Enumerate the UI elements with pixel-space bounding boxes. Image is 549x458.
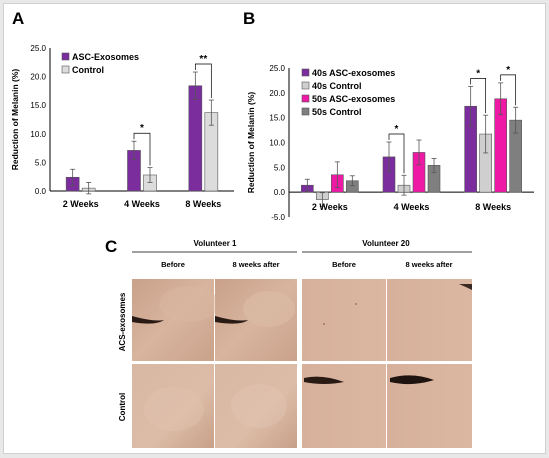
y-tick-label: 25.0 (30, 44, 46, 53)
legend-swatch (301, 81, 310, 90)
chart-a: Reduction of Melanin (%) 0.0 5.0 10.0 15.0 20… (10, 44, 234, 209)
legend-label: ASC-Exosomes (72, 52, 139, 62)
photo-v1-before-control (132, 364, 214, 448)
x-tick-label: 2 Weeks (312, 202, 348, 212)
eyelash-mark (304, 376, 344, 384)
legend-swatch (301, 68, 310, 77)
volunteer-20-title: Volunteer 20 (362, 239, 410, 248)
chart-b: Reduction of Melanin (%) -5.0 0.0 5.0 10.0 15… (246, 64, 534, 222)
eyelash-mark (390, 375, 434, 385)
y-tick-label: 10.0 (30, 130, 46, 139)
significance-bracket (388, 133, 405, 174)
significance-label: * (395, 124, 399, 135)
y-tick-label: 10.0 (269, 139, 285, 148)
y-tick-label: 25.0 (269, 64, 285, 73)
photo-v1-after-control (215, 364, 297, 448)
y-tick-label: 20.0 (269, 89, 285, 98)
photo-v1-after-exosomes (215, 279, 297, 361)
y-tick-label: 0.0 (274, 188, 286, 197)
x-tick-label: 8 Weeks (475, 202, 511, 212)
x-tick-label: 8 Weeks (185, 199, 221, 209)
legend-swatch (301, 107, 310, 116)
legend-label: Control (72, 65, 104, 75)
panel-letter-c: C (105, 237, 117, 256)
photo-panel: Volunteer 1 Volunteer 20 Before 8 weeks … (118, 239, 472, 448)
row-label-control: Control (118, 393, 127, 421)
y-axis-label: Reduction of Melanin (%) (246, 92, 256, 194)
legend-swatch (301, 94, 310, 103)
y-tick-label: -5.0 (271, 213, 285, 222)
y-tick-label: 20.0 (30, 73, 46, 82)
bar (188, 85, 203, 192)
significance-label: * (506, 65, 510, 76)
col-label-after-20: 8 weeks after (405, 260, 452, 269)
x-tick-label: 4 Weeks (124, 199, 160, 209)
legend-label: 40s Control (312, 81, 362, 91)
significance-label: * (140, 123, 144, 134)
figure-frame: A B C Reduction of Melanin (%) 0.0 5.0 10.0… (3, 3, 546, 454)
panel-letter-a: A (12, 9, 24, 28)
x-tick-label: 4 Weeks (394, 202, 430, 212)
photo-v20-before-exosomes (302, 279, 386, 361)
hair-mark (459, 284, 472, 290)
panel-letter-b: B (243, 9, 255, 28)
photo-v20-after-control (387, 364, 472, 448)
significance-bracket (500, 74, 517, 106)
y-tick-label: 5.0 (35, 158, 47, 167)
volunteer-1-title: Volunteer 1 (194, 239, 238, 248)
col-label-after-1: 8 weeks after (232, 260, 279, 269)
significance-label: ** (199, 54, 207, 65)
significance-bracket (470, 78, 487, 114)
x-tick-label: 2 Weeks (63, 199, 99, 209)
legend-swatch (61, 65, 70, 74)
figure-canvas: A B C Reduction of Melanin (%) 0.0 5.0 10.0… (10, 9, 534, 448)
significance-bracket (133, 132, 151, 166)
photo-v20-after-exosomes (387, 279, 472, 361)
photo-v1-before-exosomes (132, 279, 219, 361)
eyelash-mark (132, 316, 164, 324)
legend-label: 50s Control (312, 107, 362, 117)
row-label-exosomes: ACS-exosomes (118, 292, 127, 351)
y-tick-label: 5.0 (274, 163, 286, 172)
col-label-before-20: Before (332, 260, 356, 269)
y-tick-label: 15.0 (30, 101, 46, 110)
y-tick-label: 0.0 (35, 187, 47, 196)
legend-label: 40s ASC-exosomes (312, 68, 395, 78)
eyelash-mark (215, 316, 248, 324)
legend-swatch (61, 52, 70, 61)
significance-bracket (194, 63, 212, 99)
y-axis-label: Reduction of Melanin (%) (10, 69, 20, 171)
legend-label: 50s ASC-exosomes (312, 94, 395, 104)
photo-v20-before-control (302, 364, 386, 448)
y-tick-label: 15.0 (269, 114, 285, 123)
col-label-before-1: Before (161, 260, 185, 269)
significance-label: * (476, 68, 480, 79)
